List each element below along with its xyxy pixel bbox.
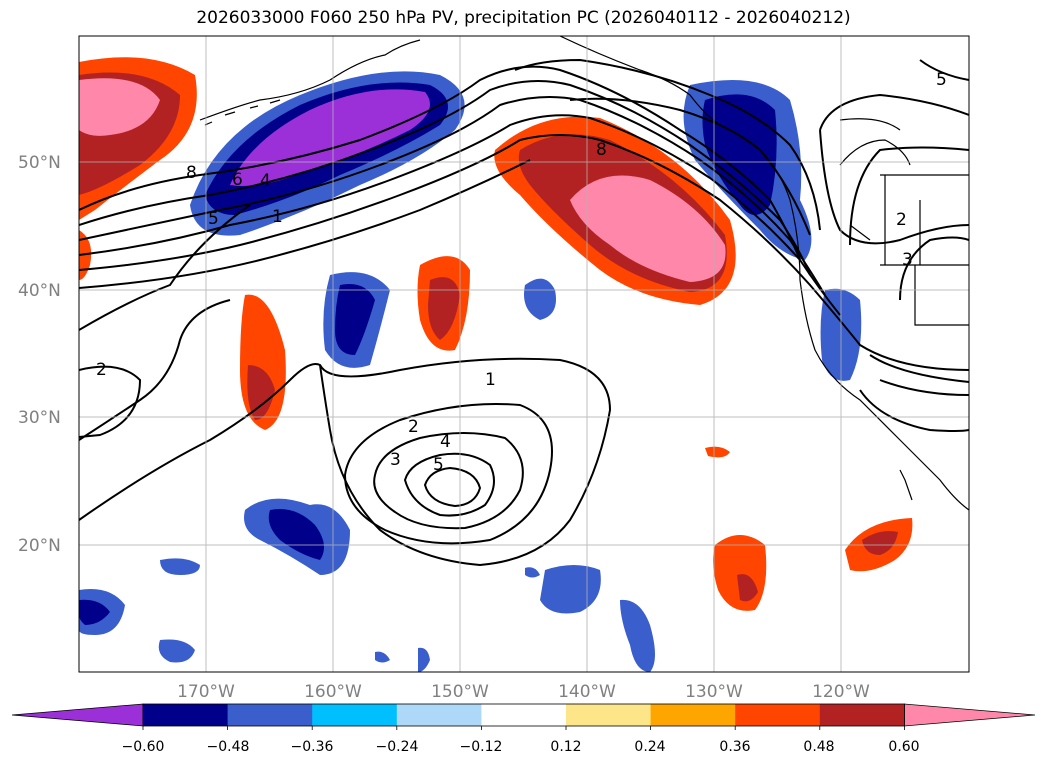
lon-label-120w: 120°W [812, 682, 870, 702]
contour-labels: 8 6 4 5 1 2 1 2 3 4 5 8 5 2 3 [96, 70, 947, 475]
precip-blob-nw [79, 57, 197, 280]
colorbar-segment [396, 704, 482, 726]
cb-tick: 0.36 [719, 739, 750, 755]
map-title: 2026033000 F060 250 hPa PV, precipitatio… [196, 8, 851, 28]
lat-label-20: 20°N [18, 536, 61, 556]
colorbar-tick-labels: −0.60 −0.48 −0.36 −0.24 −0.12 0.12 0.24 … [122, 739, 920, 755]
colorbar-extend-right [904, 703, 1036, 727]
cb-tick: −0.12 [460, 739, 503, 755]
cb-tick: 0.24 [634, 739, 665, 755]
cb-tick: −0.24 [376, 739, 419, 755]
cb-tick: 0.60 [888, 739, 919, 755]
svg-text:3: 3 [902, 250, 913, 270]
lat-label-30: 30°N [18, 408, 61, 428]
lon-label-130w: 130°W [685, 682, 743, 702]
gridlines [79, 36, 969, 672]
colorbar-segment [227, 704, 313, 726]
cb-tick: 0.12 [550, 739, 581, 755]
lon-label-170w: 170°W [177, 682, 235, 702]
lon-label-140w: 140°W [558, 682, 616, 702]
longitude-labels: 170°W 160°W 150°W 140°W 130°W 120°W [177, 682, 870, 702]
colorbar-extend-left [11, 703, 144, 727]
cb-tick: −0.60 [122, 739, 165, 755]
precip-blobs-south [79, 446, 913, 672]
colorbar-frame [142, 703, 905, 727]
colorbar-segment [566, 704, 652, 726]
coastlines [199, 36, 969, 511]
svg-text:8: 8 [596, 140, 607, 160]
colorbar-segment [735, 704, 821, 726]
lon-label-160w: 160°W [304, 682, 362, 702]
svg-text:4: 4 [260, 171, 271, 191]
pv-contours [79, 58, 969, 567]
svg-text:5: 5 [208, 209, 219, 229]
colorbar-segment [481, 704, 567, 726]
precip-blob-ne-pacific [494, 116, 736, 305]
colorbar-segment [819, 704, 905, 726]
colorbar-segment [312, 704, 398, 726]
svg-text:6: 6 [232, 170, 243, 190]
svg-text:2: 2 [408, 417, 419, 437]
colorbar-segment [650, 704, 736, 726]
svg-text:5: 5 [433, 455, 444, 475]
latitude-labels: 50°N 40°N 30°N 20°N [18, 153, 61, 556]
svg-text:1: 1 [485, 370, 496, 390]
precip-blobs-central [240, 256, 556, 430]
lat-label-40: 40°N [18, 281, 61, 301]
svg-text:2: 2 [96, 360, 107, 380]
svg-text:8: 8 [186, 163, 197, 183]
lon-label-150w: 150°W [431, 682, 489, 702]
lat-label-50: 50°N [18, 153, 61, 173]
svg-text:1: 1 [272, 207, 283, 227]
svg-text:2: 2 [896, 210, 907, 230]
colorbar [11, 703, 1036, 730]
cb-tick: 0.48 [803, 739, 834, 755]
svg-text:4: 4 [440, 432, 451, 452]
svg-text:5: 5 [936, 70, 947, 90]
cb-tick: −0.36 [291, 739, 334, 755]
colorbar-segment [143, 704, 229, 726]
svg-text:3: 3 [390, 450, 401, 470]
map-frame [78, 35, 970, 673]
cb-tick: −0.48 [207, 739, 250, 755]
